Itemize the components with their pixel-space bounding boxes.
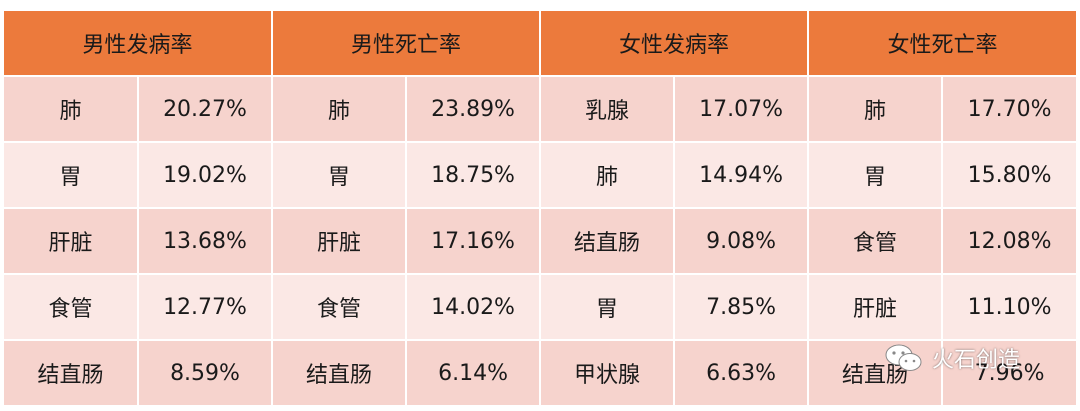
- cancer-name-cell: 肝脏: [272, 208, 408, 275]
- percent-cell: 8.59%: [138, 340, 274, 407]
- cancer-name-cell: 肝脏: [4, 208, 139, 275]
- cancer-name-cell: 胃: [4, 142, 139, 209]
- percent-cell: 12.77%: [138, 274, 274, 341]
- table-row: 肺 20.27% 肺 23.89% 乳腺 17.07% 肺 17.70%: [4, 76, 1077, 143]
- percent-cell: 17.70%: [942, 76, 1077, 143]
- wechat-icon: [885, 344, 922, 371]
- cancer-name-cell: 结直肠: [4, 340, 139, 407]
- header-female-incidence: 女性发病率: [540, 11, 810, 77]
- percent-cell: 23.89%: [406, 76, 542, 143]
- cancer-name-cell: 胃: [540, 274, 676, 341]
- percent-cell: 12.08%: [942, 208, 1077, 275]
- cancer-name-cell: 结直肠: [808, 340, 944, 407]
- stats-table-container: 男性发病率 男性死亡率 女性发病率 女性死亡率 肺 20.27% 肺 23.89…: [4, 11, 1077, 407]
- cancer-name-cell: 食管: [808, 208, 944, 275]
- percent-cell: 14.94%: [674, 142, 810, 209]
- cancer-name-cell: 食管: [4, 274, 139, 341]
- header-male-mortality: 男性死亡率: [272, 11, 542, 77]
- percent-cell: 7.96%: [942, 340, 1077, 407]
- percent-cell: 15.80%: [942, 142, 1077, 209]
- table-row: 胃 19.02% 胃 18.75% 肺 14.94% 胃 15.80%: [4, 142, 1077, 209]
- watermark: 火石创造: [884, 342, 1020, 374]
- percent-cell: 20.27%: [138, 76, 274, 143]
- header-row: 男性发病率 男性死亡率 女性发病率 女性死亡率: [4, 11, 1077, 77]
- percent-cell: 17.16%: [406, 208, 542, 275]
- cancer-name-cell: 结直肠: [540, 208, 676, 275]
- cancer-statistics-table: 男性发病率 男性死亡率 女性发病率 女性死亡率 肺 20.27% 肺 23.89…: [4, 11, 1077, 407]
- cancer-name-cell: 肺: [272, 76, 408, 143]
- percent-cell: 17.07%: [674, 76, 810, 143]
- cancer-name-cell: 肺: [4, 76, 139, 143]
- cancer-name-cell: 肝脏: [808, 274, 944, 341]
- watermark-text: 火石创造: [932, 348, 1021, 373]
- percent-cell: 19.02%: [138, 142, 274, 209]
- percent-cell: 13.68%: [138, 208, 274, 275]
- table-row: 食管 12.77% 食管 14.02% 胃 7.85% 肝脏 11.10%: [4, 274, 1077, 341]
- cancer-name-cell: 甲状腺: [540, 340, 676, 407]
- cancer-name-cell: 胃: [808, 142, 944, 209]
- table-row: 肝脏 13.68% 肝脏 17.16% 结直肠 9.08% 食管 12.08%: [4, 208, 1077, 275]
- cancer-name-cell: 结直肠: [272, 340, 408, 407]
- percent-cell: 11.10%: [942, 274, 1077, 341]
- cancer-name-cell: 肺: [808, 76, 944, 143]
- percent-cell: 9.08%: [674, 208, 810, 275]
- percent-cell: 6.63%: [674, 340, 810, 407]
- header-female-mortality: 女性死亡率: [808, 11, 1077, 77]
- table-row: 结直肠 8.59% 结直肠 6.14% 甲状腺 6.63% 结直肠 7.96%: [4, 340, 1077, 407]
- percent-cell: 6.14%: [406, 340, 542, 407]
- percent-cell: 18.75%: [406, 142, 542, 209]
- percent-cell: 7.85%: [674, 274, 810, 341]
- percent-cell: 14.02%: [406, 274, 542, 341]
- header-male-incidence: 男性发病率: [4, 11, 274, 77]
- cancer-name-cell: 胃: [272, 142, 408, 209]
- cancer-name-cell: 食管: [272, 274, 408, 341]
- cancer-name-cell: 肺: [540, 142, 676, 209]
- cancer-name-cell: 乳腺: [540, 76, 676, 143]
